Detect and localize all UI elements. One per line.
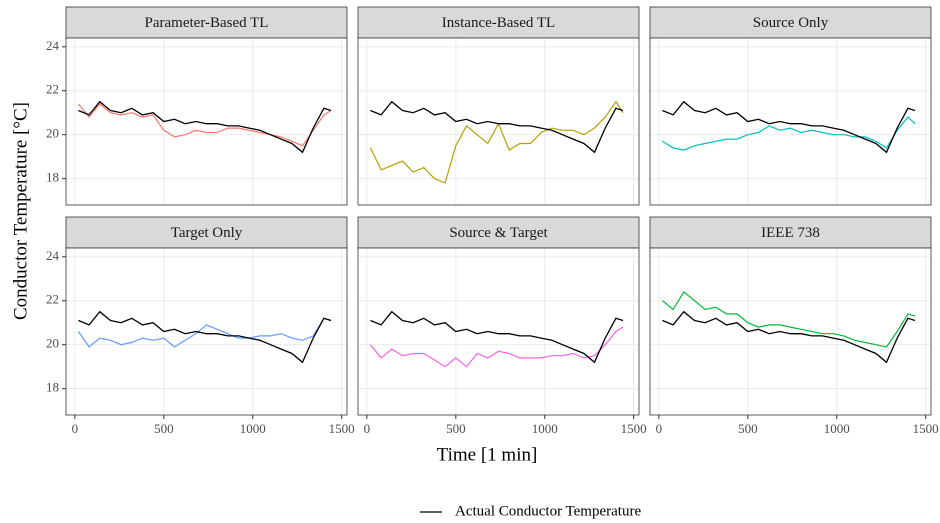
actual-line: [78, 310, 332, 364]
x-tick-label: 1000: [240, 421, 266, 436]
panel-background: [650, 248, 931, 415]
panel-border: [65, 37, 348, 206]
actual-line: [78, 100, 332, 154]
x-tick-label: 0: [656, 421, 663, 436]
panel-border: [357, 247, 640, 416]
x-tick-label: 1500: [621, 421, 647, 436]
strip-background: [357, 216, 640, 249]
x-tick-label: 0: [364, 421, 371, 436]
panel-title: Source Only: [753, 15, 829, 31]
panel-title: Instance-Based TL: [442, 15, 555, 31]
panel-background: [358, 248, 639, 415]
panel-border: [357, 37, 640, 206]
panel-border: [649, 247, 932, 416]
legend-label: Actual Conductor Temperature: [455, 503, 641, 519]
x-tick-label: 1000: [824, 421, 850, 436]
panel-background: [358, 38, 639, 205]
x-tick-label: 500: [738, 421, 758, 436]
y-tick-label: 22: [46, 82, 59, 97]
predicted-line: [662, 290, 916, 348]
panel-background: [66, 38, 347, 205]
x-tick-label: 500: [154, 421, 174, 436]
panel-title: Source & Target: [449, 225, 548, 241]
y-tick-label: 22: [46, 292, 59, 307]
x-tick-label: 0: [72, 421, 79, 436]
y-tick-label: 18: [46, 170, 59, 185]
actual-line: [662, 100, 916, 154]
panel-background: [650, 38, 931, 205]
predicted-line: [77, 103, 332, 147]
predicted-line: [77, 317, 332, 348]
x-tick-label: 1500: [913, 421, 939, 436]
y-tick-label: 24: [46, 38, 60, 53]
actual-line: [370, 100, 624, 154]
y-axis-label: Conductor Temperature [°C]: [10, 102, 31, 320]
y-tick-label: 24: [46, 248, 60, 263]
strip-background: [65, 216, 348, 249]
actual-line: [370, 310, 624, 364]
panel-title: IEEE 738: [761, 225, 820, 241]
x-axis-label: Time [1 min]: [437, 444, 538, 465]
y-tick-label: 20: [46, 126, 59, 141]
panel-title: Parameter-Based TL: [145, 15, 269, 31]
x-tick-label: 1500: [329, 421, 355, 436]
panel-border: [649, 37, 932, 206]
y-tick-label: 20: [46, 336, 59, 351]
panel-background: [66, 248, 347, 415]
strip-background: [649, 6, 932, 39]
panel-title: Target Only: [171, 225, 243, 241]
predicted-line: [662, 116, 916, 151]
panel-border: [65, 247, 348, 416]
actual-line: [662, 310, 916, 364]
strip-background: [357, 6, 640, 39]
y-tick-label: 18: [46, 380, 59, 395]
x-tick-label: 500: [446, 421, 466, 436]
strip-background: [65, 6, 348, 39]
x-tick-label: 1000: [532, 421, 558, 436]
strip-background: [649, 216, 932, 249]
predicted-line: [369, 326, 624, 368]
